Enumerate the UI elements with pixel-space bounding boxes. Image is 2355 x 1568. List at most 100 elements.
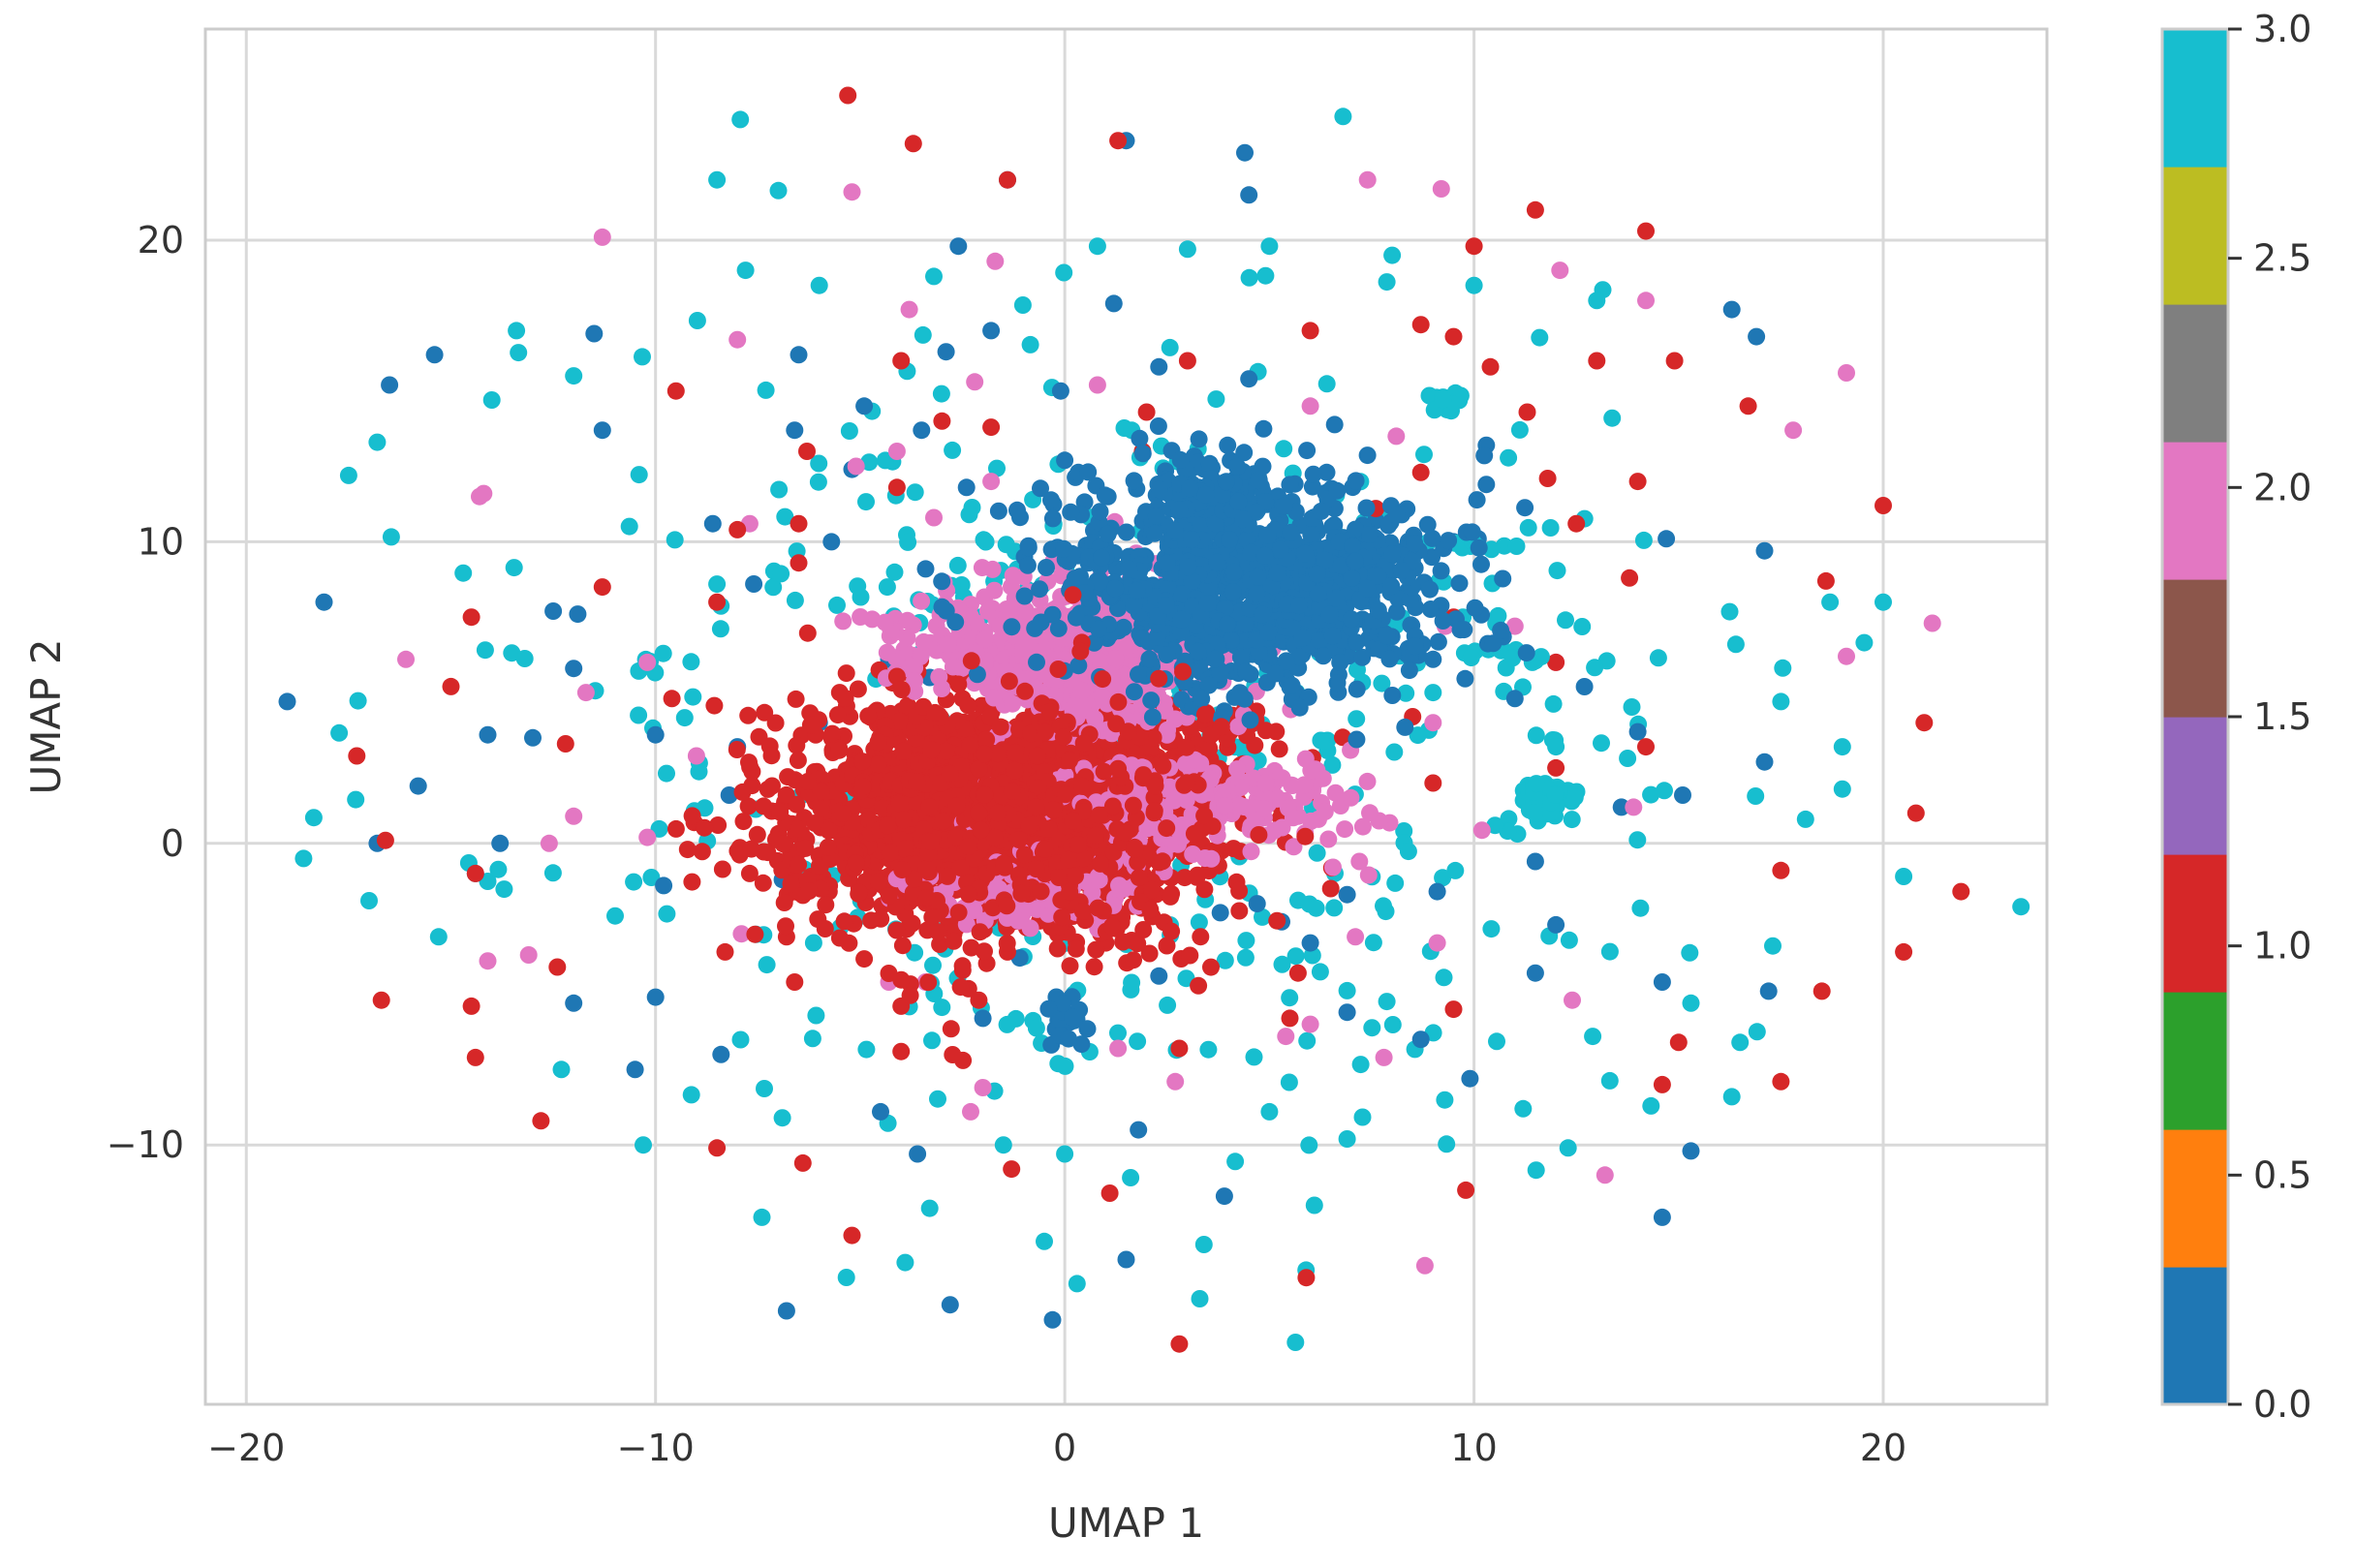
point-class-1 — [1250, 826, 1267, 844]
point-class-1 — [1654, 1076, 1671, 1093]
point-class-1 — [1162, 888, 1179, 906]
point-class-0 — [938, 343, 955, 360]
point-class-3 — [1624, 698, 1641, 716]
point-class-1 — [790, 856, 807, 874]
point-class-3 — [477, 641, 494, 659]
point-class-1 — [788, 737, 805, 754]
point-class-1 — [1289, 965, 1307, 982]
point-class-3 — [1764, 938, 1782, 955]
point-class-0 — [1296, 545, 1314, 563]
point-class-3 — [1159, 997, 1176, 1014]
point-class-1 — [714, 861, 731, 878]
point-class-3 — [1547, 786, 1565, 804]
point-class-1 — [893, 861, 911, 878]
point-class-3 — [1593, 734, 1610, 752]
point-class-1 — [859, 707, 877, 724]
point-class-0 — [1148, 507, 1165, 525]
point-class-3 — [1179, 240, 1196, 258]
point-class-0 — [1298, 442, 1316, 459]
point-class-1 — [960, 838, 977, 855]
point-class-0 — [1234, 510, 1252, 528]
point-class-0 — [426, 346, 444, 363]
point-class-3 — [368, 434, 386, 451]
point-class-0 — [1052, 383, 1069, 400]
point-class-1 — [1028, 860, 1045, 877]
point-class-0 — [1126, 472, 1143, 489]
point-class-1 — [1147, 778, 1164, 795]
point-class-2 — [877, 614, 894, 631]
point-class-1 — [888, 478, 906, 496]
point-class-0 — [1105, 294, 1123, 312]
point-class-1 — [1049, 661, 1067, 678]
point-class-2 — [1324, 859, 1342, 876]
point-class-0 — [1281, 476, 1298, 493]
point-class-1 — [999, 171, 1016, 189]
point-class-0 — [1125, 598, 1142, 615]
point-class-0 — [627, 1061, 644, 1078]
point-class-1 — [1412, 464, 1430, 481]
point-class-1 — [817, 920, 834, 938]
point-class-1 — [348, 748, 365, 765]
point-class-3 — [1312, 732, 1329, 750]
point-class-1 — [1322, 880, 1340, 898]
point-class-0 — [1348, 472, 1365, 489]
point-class-3 — [1036, 1233, 1053, 1250]
point-class-0 — [1129, 582, 1146, 600]
point-class-1 — [1001, 672, 1018, 690]
point-class-3 — [1089, 237, 1106, 255]
point-class-2 — [1165, 792, 1183, 810]
point-class-1 — [788, 691, 805, 708]
point-class-1 — [708, 1139, 726, 1156]
point-class-1 — [1003, 1160, 1020, 1178]
point-class-0 — [1324, 628, 1342, 645]
point-class-1 — [902, 987, 919, 1004]
point-class-3 — [1511, 421, 1529, 439]
point-class-1 — [796, 840, 814, 857]
point-class-2 — [1256, 775, 1274, 792]
point-class-0 — [778, 1303, 795, 1320]
point-class-3 — [1275, 440, 1292, 457]
point-class-0 — [1038, 559, 1055, 576]
point-class-1 — [664, 690, 681, 707]
point-class-1 — [834, 805, 852, 822]
point-class-3 — [961, 506, 978, 523]
point-class-3 — [483, 391, 501, 409]
point-class-1 — [870, 755, 887, 773]
point-class-3 — [857, 1041, 875, 1059]
point-class-0 — [1760, 982, 1778, 999]
point-class-0 — [1370, 601, 1387, 619]
point-class-3 — [1352, 1056, 1370, 1073]
point-class-3 — [1528, 1161, 1545, 1179]
point-class-0 — [1358, 580, 1376, 598]
point-class-0 — [1216, 1187, 1233, 1205]
point-class-3 — [631, 466, 648, 483]
point-class-0 — [1452, 621, 1470, 638]
point-class-0 — [1359, 446, 1377, 464]
point-class-3 — [1531, 329, 1548, 347]
point-class-1 — [952, 978, 970, 996]
point-class-1 — [836, 912, 853, 930]
point-class-3 — [914, 326, 932, 344]
point-class-0 — [1079, 463, 1097, 480]
point-class-0 — [1044, 1311, 1062, 1329]
point-class-2 — [1004, 695, 1021, 713]
point-class-3 — [1588, 292, 1605, 309]
point-class-0 — [1019, 557, 1037, 574]
point-class-3 — [774, 1109, 791, 1126]
point-class-1 — [1192, 928, 1209, 945]
point-class-1 — [1196, 706, 1214, 723]
point-class-1 — [1012, 885, 1030, 903]
point-class-3 — [759, 956, 776, 973]
point-class-3 — [330, 724, 348, 742]
point-class-3 — [1122, 1169, 1139, 1186]
point-class-2 — [1327, 784, 1345, 802]
point-class-0 — [1576, 678, 1594, 695]
point-class-2 — [1429, 935, 1446, 952]
point-class-3 — [1520, 519, 1537, 537]
point-class-1 — [1071, 643, 1089, 661]
point-class-0 — [1003, 618, 1020, 635]
point-class-1 — [1282, 1009, 1299, 1027]
point-class-0 — [745, 575, 762, 593]
point-class-0 — [1254, 606, 1271, 624]
